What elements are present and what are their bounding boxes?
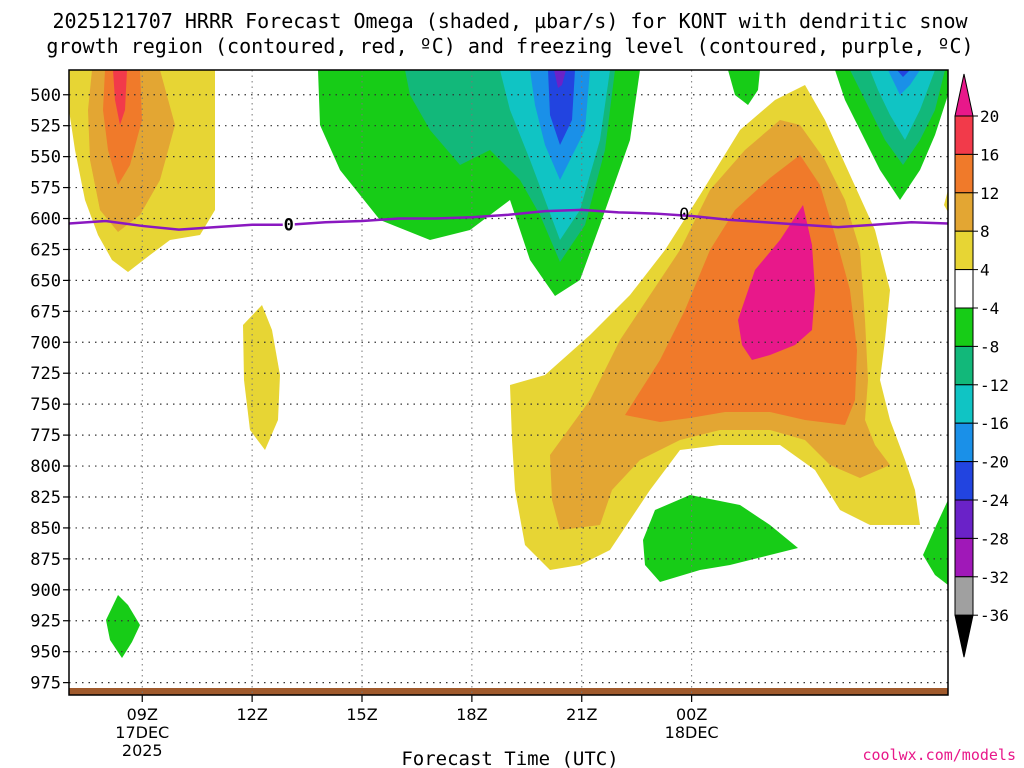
colorbar-top-arrow xyxy=(954,73,974,117)
ground-surface xyxy=(69,688,948,695)
colorbar-tick-label-10: -24 xyxy=(980,491,1009,510)
colorbar-tick-label-4: 4 xyxy=(980,261,990,280)
y-tick-label-875: 875 xyxy=(30,550,61,570)
chart-title-line-2: growth region (contoured, red, ºC) and f… xyxy=(46,34,973,58)
y-tick-label-525: 525 xyxy=(30,117,61,137)
credit-text: coolwx.com/models xyxy=(862,746,1016,764)
omega-region-yellow-small-left xyxy=(243,305,280,450)
x-tick-label-12Z: 12Z xyxy=(236,705,267,724)
x-tick-label-15Z: 15Z xyxy=(346,705,377,724)
omega-region-green-lower-right xyxy=(923,500,948,585)
colorbar-tick-label-6: -8 xyxy=(980,337,999,356)
colorbar-bin-4 xyxy=(954,269,974,309)
colorbar-bin-9 xyxy=(954,461,974,501)
colorbar-bin-0 xyxy=(954,115,974,155)
y-tick-label-775: 775 xyxy=(30,426,61,446)
colorbar-bin-10 xyxy=(954,499,974,539)
colorbar-tick-label-9: -20 xyxy=(980,453,1009,472)
omega-region-purple-upper xyxy=(554,70,566,88)
y-axis: 500 525 550 575 600 625 650 675 700 725 750 775 800 8… xyxy=(30,86,69,694)
colorbar-tick-label-2: 12 xyxy=(980,184,999,203)
colorbar-bin-2 xyxy=(954,192,974,232)
colorbar-tick-label-1: 16 xyxy=(980,145,999,164)
colorbar: 20 16 12 8 4 -4 -8 -12 -16 -20 -24 -28 -32 -36 xyxy=(954,73,1009,658)
colorbar-bin-7 xyxy=(954,384,974,424)
y-tick-label-550: 550 xyxy=(30,148,61,168)
y-tick-label-600: 600 xyxy=(30,210,61,230)
dendritic-contour-label: 0 xyxy=(679,205,689,225)
x-tick-label-00Z: 00Z xyxy=(676,705,707,724)
colorbar-bin-1 xyxy=(954,153,974,194)
colorbar-bin-5 xyxy=(954,307,974,347)
y-tick-label-625: 625 xyxy=(30,240,61,260)
freezing-level-line xyxy=(69,208,948,231)
y-tick-label-950: 950 xyxy=(30,643,61,663)
y-tick-label-725: 725 xyxy=(30,364,61,384)
omega-region-blue-upper-right xyxy=(888,70,920,95)
x-tick-date-09Z: 17DEC xyxy=(115,723,169,742)
x-tick-label-18Z: 18Z xyxy=(456,705,487,724)
chart-title-line-1: 2025121707 HRRR Forecast Omega (shaded, … xyxy=(52,9,968,33)
y-tick-label-500: 500 xyxy=(30,86,61,106)
colorbar-bin-11 xyxy=(954,537,974,578)
omega-region-green-lower-center xyxy=(643,495,798,582)
colorbar-tick-label-11: -28 xyxy=(980,529,1009,548)
colorbar-tick-label-12: -32 xyxy=(980,568,1009,587)
omega-region-red-left xyxy=(113,70,127,125)
y-tick-label-800: 800 xyxy=(30,457,61,477)
freezing-level-label: 0 xyxy=(282,216,295,236)
x-tick-label-09Z: 09Z xyxy=(127,705,158,724)
colorbar-bin-12 xyxy=(954,576,974,616)
y-tick-label-700: 700 xyxy=(30,333,61,353)
x-tick-year-09Z: 2025 xyxy=(122,741,163,760)
y-tick-label-925: 925 xyxy=(30,612,61,632)
y-tick-label-975: 975 xyxy=(30,674,61,694)
y-tick-label-750: 750 xyxy=(30,395,61,415)
omega-region-darkblue-upper xyxy=(548,70,575,145)
colorbar-tick-label-13: -36 xyxy=(980,606,1009,625)
colorbar-tick-label-7: -12 xyxy=(980,376,1009,395)
colorbar-tick-label-8: -16 xyxy=(980,414,1009,433)
plot-frame xyxy=(68,69,949,696)
x-tick-date-00Z: 18DEC xyxy=(665,723,719,742)
omega-region-yellow-edge-right xyxy=(944,190,948,212)
colorbar-bin-3 xyxy=(954,230,974,271)
y-tick-label-825: 825 xyxy=(30,488,61,508)
colorbar-bin-8 xyxy=(954,422,974,463)
y-tick-label-850: 850 xyxy=(30,519,61,539)
colorbar-tick-label-5: -4 xyxy=(980,299,999,318)
colorbar-bin-6 xyxy=(954,345,974,386)
y-tick-label-900: 900 xyxy=(30,581,61,601)
omega-region-darkorange-left xyxy=(103,70,142,185)
omega-shading xyxy=(69,70,948,695)
freezing-level-label-text: 0 xyxy=(284,216,294,236)
colorbar-bottom-arrow xyxy=(954,614,974,658)
omega-region-cyan-upper-right xyxy=(870,70,935,140)
omega-region-darkblue-upper-right xyxy=(897,70,910,77)
omega-region-green-lower-left xyxy=(106,595,140,658)
y-tick-label-675: 675 xyxy=(30,302,61,322)
y-tick-label-575: 575 xyxy=(30,179,61,199)
y-tick-label-650: 650 xyxy=(30,271,61,291)
colorbar-tick-label-0: 20 xyxy=(980,107,999,126)
colorbar-tick-label-3: 8 xyxy=(980,222,990,241)
omega-region-green-small-top xyxy=(728,70,760,105)
x-axis-label: Forecast Time (UTC) xyxy=(401,748,618,768)
omega-region-magenta-main xyxy=(738,205,815,360)
x-tick-label-21Z: 21Z xyxy=(566,705,597,724)
